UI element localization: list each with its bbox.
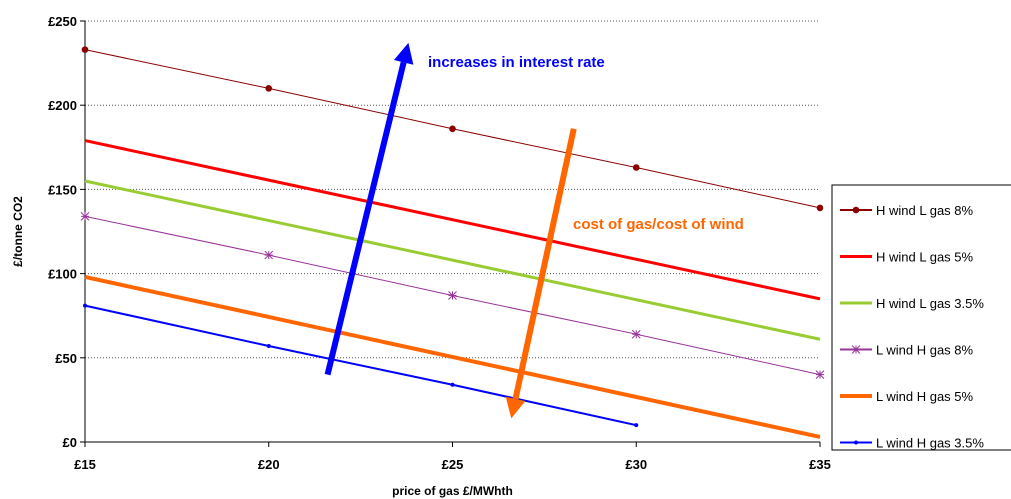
legend-marker [852, 206, 860, 214]
series-line [84, 304, 637, 427]
series-3 [84, 179, 821, 341]
legend-item: H wind L gas 8% [840, 203, 974, 218]
y-tick-label: £150 [48, 182, 77, 197]
series-lines [80, 46, 825, 439]
data-point [816, 204, 824, 212]
series-5 [84, 275, 821, 439]
series-line [84, 139, 821, 301]
data-point [631, 329, 641, 339]
arrow-head [505, 396, 526, 419]
y-tick-label: £50 [55, 351, 77, 366]
y-tick-label: £100 [48, 267, 77, 282]
star-stroke [448, 291, 457, 300]
annotations: increases in interest rate cost of gas/co… [324, 42, 744, 419]
data-point [448, 291, 457, 300]
x-tick-label: £35 [809, 457, 831, 472]
legend-marker [851, 345, 861, 354]
data-point [815, 370, 825, 379]
star-stroke [264, 250, 274, 260]
legend-label: L wind H gas 5% [876, 389, 974, 404]
legend-item: H wind L gas 3.5% [840, 296, 984, 311]
star-stroke [815, 370, 825, 379]
data-point [80, 211, 90, 221]
series-1 [81, 46, 824, 212]
arrow-shaft [324, 61, 407, 376]
annotation-label: cost of gas/cost of wind [573, 216, 744, 233]
annotation-label: increases in interest rate [428, 54, 605, 71]
data-point [634, 423, 639, 428]
arrow-head [393, 42, 414, 65]
series-line [84, 179, 821, 341]
star-stroke [80, 211, 90, 221]
x-tick-label: £20 [258, 457, 280, 472]
series-4 [80, 211, 825, 379]
legend-label: L wind H gas 8% [876, 343, 974, 358]
legend-label: L wind H gas 3.5% [876, 436, 984, 451]
y-tick-label: £0 [63, 435, 77, 450]
data-point [632, 164, 640, 171]
legend: H wind L gas 8% H wind L gas 5% H wind L g… [831, 184, 1011, 451]
y-tick-label: £200 [48, 98, 77, 113]
data-point [264, 250, 274, 260]
legend-marker [854, 440, 858, 445]
gridlines [85, 20, 820, 359]
legend-label: H wind L gas 3.5% [876, 296, 984, 311]
legend-item: L wind H gas 3.5% [840, 436, 984, 451]
series-6 [83, 303, 639, 428]
data-point [449, 125, 456, 133]
axes: £0 £50 £100 £150 £200 £250 £15 £20 £25 £30 £35 [48, 14, 831, 472]
legend-box [831, 184, 1011, 451]
x-tick-label: £15 [74, 457, 96, 472]
x-tick-label: £25 [442, 457, 464, 472]
data-point [81, 46, 89, 53]
series-line [84, 275, 821, 439]
y-tick-label: £250 [48, 14, 77, 29]
y-axis-title: £/tonne CO2 [11, 196, 25, 267]
data-point [83, 303, 87, 308]
series-2 [84, 139, 821, 301]
annotation-1: increases in interest rate [324, 42, 605, 376]
star-stroke [631, 329, 641, 339]
x-tick-label: £30 [625, 457, 647, 472]
legend-label: H wind L gas 8% [876, 203, 974, 218]
star-stroke [851, 345, 861, 354]
data-point [450, 382, 455, 387]
data-point [266, 344, 271, 349]
legend-item: L wind H gas 5% [840, 389, 974, 404]
x-axis-title: price of gas £/MWhth [392, 484, 513, 498]
arrow-shaft [512, 128, 577, 400]
legend-item: H wind L gas 5% [840, 250, 974, 265]
data-point [265, 85, 273, 92]
annotation-2: cost of gas/cost of wind [505, 128, 744, 419]
legend-item: L wind H gas 8% [840, 343, 974, 358]
legend-label: H wind L gas 5% [876, 250, 974, 265]
